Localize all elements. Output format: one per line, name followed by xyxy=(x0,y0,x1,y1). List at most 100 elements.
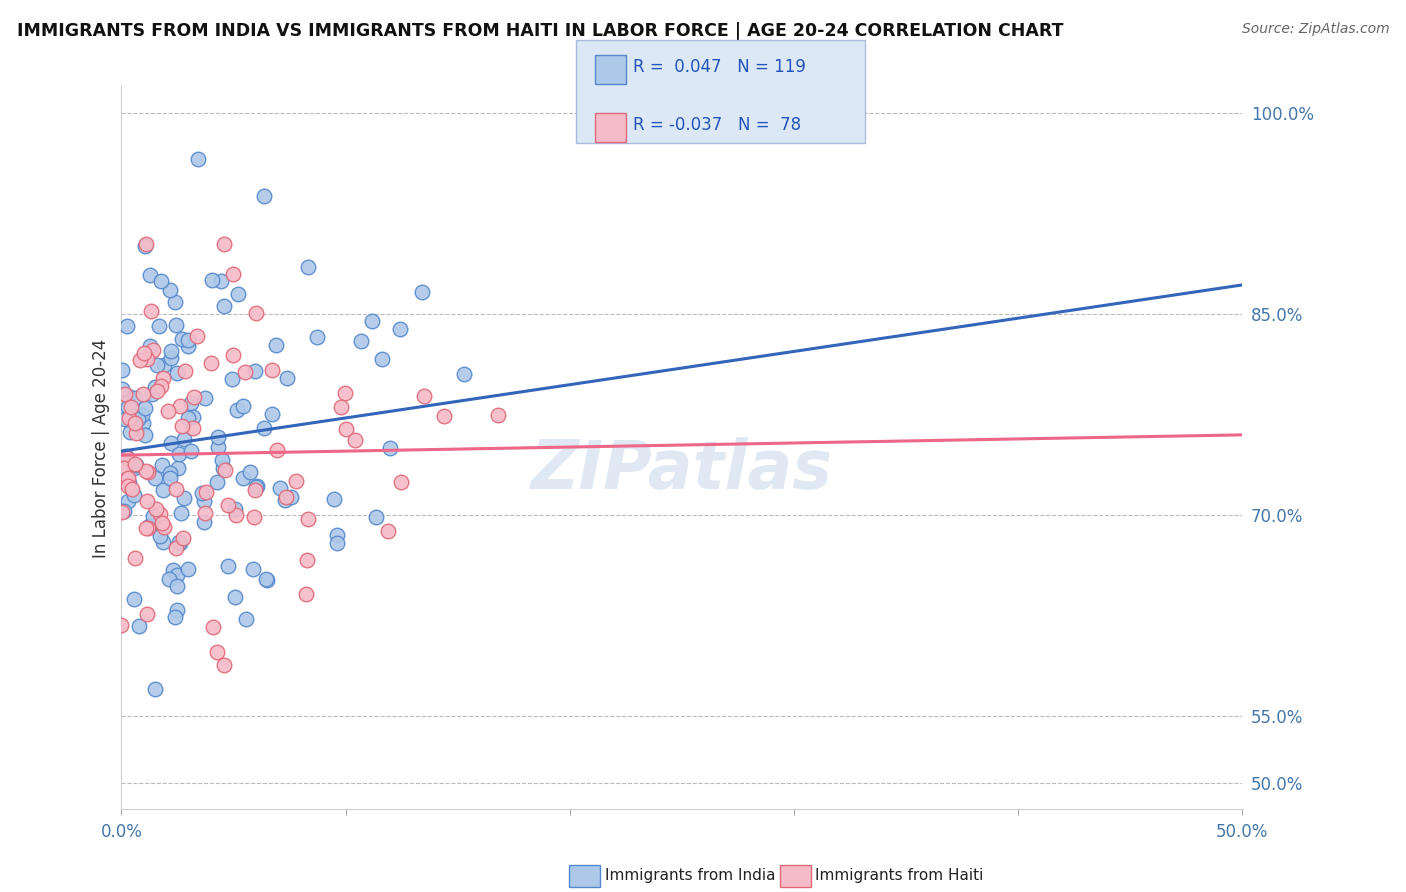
Point xyxy=(325,536,347,550)
Text: ZIPatlas: ZIPatlas xyxy=(531,436,832,502)
Point xyxy=(207,440,229,454)
Point xyxy=(162,564,184,578)
Text: Immigrants from Haiti: Immigrants from Haiti xyxy=(815,869,984,883)
Point xyxy=(260,363,283,377)
Point xyxy=(274,490,297,504)
Point xyxy=(245,480,267,494)
Point xyxy=(110,382,132,396)
Point xyxy=(193,515,215,529)
Point xyxy=(132,386,155,401)
Point xyxy=(297,260,319,274)
Point xyxy=(153,358,176,372)
Point xyxy=(167,460,190,475)
Point xyxy=(194,506,217,520)
Point xyxy=(121,482,143,496)
Point xyxy=(124,417,146,431)
Point xyxy=(143,471,166,485)
Point xyxy=(138,519,160,533)
Point xyxy=(245,306,267,320)
Point xyxy=(124,551,146,566)
Point xyxy=(221,372,243,386)
Point xyxy=(191,485,214,500)
Point xyxy=(132,416,155,430)
Point xyxy=(180,444,202,458)
Point xyxy=(222,267,245,281)
Point xyxy=(322,491,344,506)
Point xyxy=(145,501,167,516)
Point xyxy=(129,352,152,367)
Point xyxy=(124,391,146,405)
Point xyxy=(115,450,138,464)
Point xyxy=(135,607,157,621)
Point xyxy=(166,366,188,380)
Point xyxy=(165,318,187,332)
Point xyxy=(134,401,156,416)
Point xyxy=(169,400,191,414)
Point xyxy=(150,379,173,393)
Point xyxy=(181,410,204,425)
Point xyxy=(112,461,135,475)
Point xyxy=(145,359,167,373)
Point xyxy=(232,471,254,485)
Point xyxy=(165,482,187,496)
Point xyxy=(235,612,257,626)
Point xyxy=(212,460,235,475)
Point xyxy=(112,504,135,518)
Text: R = -0.037   N =  78: R = -0.037 N = 78 xyxy=(633,116,801,134)
Point xyxy=(160,436,183,450)
Point xyxy=(260,407,283,421)
Point xyxy=(142,343,165,357)
Point xyxy=(194,391,217,405)
Text: R =  0.047   N = 119: R = 0.047 N = 119 xyxy=(633,58,806,76)
Point xyxy=(232,399,254,413)
Point xyxy=(266,442,288,457)
Point xyxy=(172,531,194,545)
Point xyxy=(166,568,188,582)
Point xyxy=(225,403,247,417)
Point xyxy=(115,319,138,334)
Point xyxy=(256,573,278,587)
Point xyxy=(135,237,157,252)
Point xyxy=(170,419,193,434)
Point xyxy=(111,363,134,377)
Point xyxy=(111,473,134,487)
Point xyxy=(264,337,287,351)
Point xyxy=(167,535,190,549)
Point xyxy=(149,507,172,521)
Point xyxy=(350,334,373,348)
Point xyxy=(157,572,180,586)
Point xyxy=(159,471,181,485)
Point xyxy=(253,421,276,435)
Point xyxy=(122,488,145,502)
Point xyxy=(134,345,156,359)
Point xyxy=(135,465,157,479)
Point xyxy=(173,491,195,505)
Point xyxy=(380,441,402,455)
Point xyxy=(242,562,264,576)
Point xyxy=(200,356,222,370)
Point xyxy=(117,475,139,490)
Point xyxy=(122,591,145,606)
Point xyxy=(224,502,246,516)
Point xyxy=(169,447,191,461)
Point xyxy=(284,474,307,488)
Point xyxy=(307,330,329,344)
Point xyxy=(114,387,136,401)
Point xyxy=(117,400,139,414)
Point xyxy=(212,658,235,673)
Point xyxy=(177,334,200,348)
Point xyxy=(120,401,142,415)
Point xyxy=(297,512,319,526)
Point xyxy=(117,493,139,508)
Point xyxy=(389,475,412,489)
Point xyxy=(135,521,157,535)
Point xyxy=(159,351,181,365)
Point xyxy=(142,509,165,524)
Point xyxy=(245,483,267,497)
Point xyxy=(486,408,509,422)
Point xyxy=(273,492,295,507)
Point xyxy=(361,313,384,327)
Point xyxy=(169,536,191,550)
Point xyxy=(207,645,229,659)
Text: Immigrants from India: Immigrants from India xyxy=(605,869,775,883)
